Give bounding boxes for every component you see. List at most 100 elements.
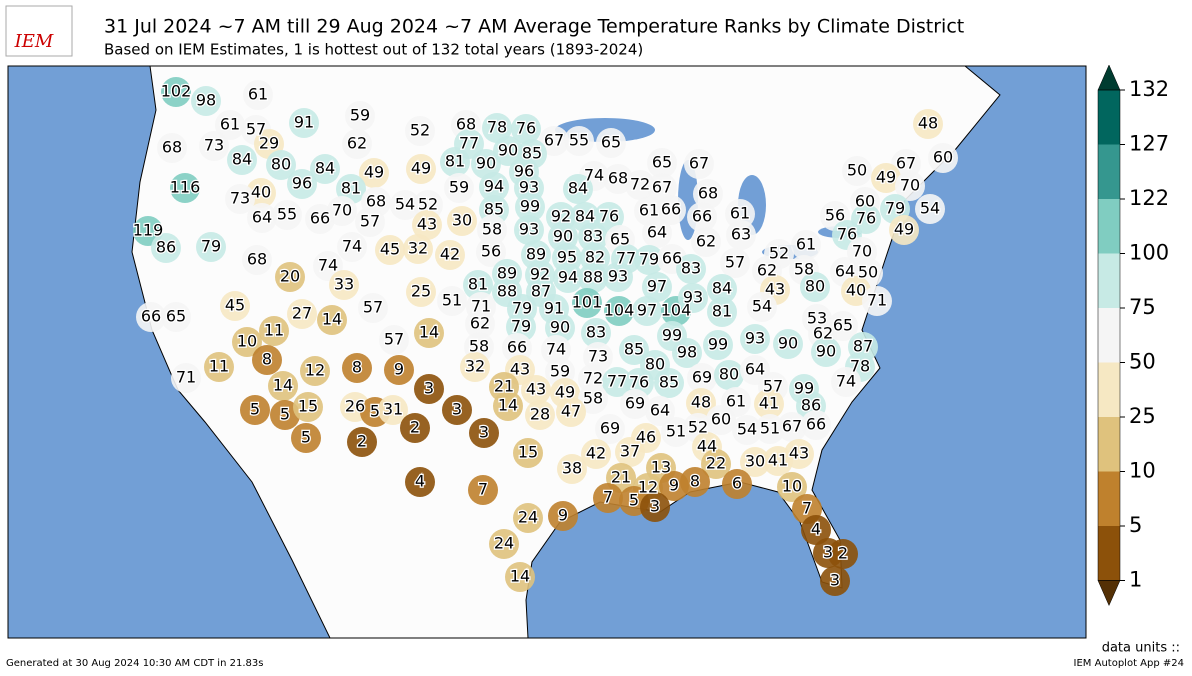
district-label: 71: [176, 368, 196, 387]
district: [479, 172, 509, 202]
district-label: 57: [384, 330, 404, 349]
colorbar-under: [1097, 580, 1121, 607]
district: [406, 154, 436, 184]
district-label: 7: [802, 499, 812, 518]
district-label: 66: [662, 249, 682, 268]
district: [686, 388, 716, 418]
district-label: 43: [526, 380, 546, 399]
district: [707, 274, 737, 304]
district-label: 61: [730, 204, 750, 223]
district-label: 68: [366, 192, 386, 211]
map-frame: [7, 65, 1087, 639]
district-label: 85: [624, 340, 644, 359]
district-label: 99: [520, 197, 540, 216]
district: [460, 352, 490, 382]
district: [539, 126, 569, 156]
district: [625, 170, 655, 200]
district: [259, 316, 289, 346]
district: [593, 483, 623, 513]
district-label: 81: [341, 179, 361, 198]
district: [342, 353, 372, 383]
district-label: 62: [813, 324, 833, 343]
district-label: 68: [698, 184, 718, 203]
district-label: 80: [805, 277, 825, 296]
district-label: 77: [616, 249, 636, 268]
logo-text: IEM: [14, 31, 54, 52]
district: [680, 467, 710, 497]
district-label: 66: [507, 338, 527, 357]
district: [317, 305, 347, 335]
district: [266, 150, 296, 180]
district-label: 81: [712, 302, 732, 321]
district: [714, 360, 744, 390]
district-label: 51: [666, 422, 686, 441]
district-label: 65: [610, 230, 630, 249]
district-label: 85: [659, 373, 679, 392]
district: [828, 311, 858, 341]
district-label: 83: [586, 323, 606, 342]
district-label: 65: [833, 316, 853, 335]
district-label: 76: [516, 119, 536, 138]
district: [289, 108, 319, 138]
district: [329, 270, 359, 300]
district-label: 62: [696, 232, 716, 251]
district: [747, 292, 777, 322]
district: [791, 230, 821, 260]
district-label: 74: [342, 237, 362, 256]
district-label: 59: [550, 362, 570, 381]
district: [691, 227, 721, 257]
district: [754, 389, 784, 419]
district-label: 12: [638, 478, 658, 497]
colorbar-over: [1097, 64, 1121, 91]
district: [287, 299, 317, 329]
district-label: 91: [294, 113, 314, 132]
district: [482, 113, 512, 143]
district: [215, 110, 245, 140]
district: [889, 215, 919, 245]
district-label: 56: [825, 206, 845, 225]
district: [581, 318, 611, 348]
district-label: 14: [498, 396, 518, 415]
district: [403, 234, 433, 264]
district-label: 61: [248, 85, 268, 104]
district: [400, 413, 430, 443]
district: [777, 472, 807, 502]
district: [270, 400, 300, 430]
district-label: 90: [476, 154, 496, 173]
district: [375, 235, 405, 265]
district-label: 28: [530, 405, 550, 424]
district: [437, 286, 467, 316]
district-label: 54: [395, 195, 415, 214]
district: [293, 392, 323, 422]
district-label: 59: [350, 106, 370, 125]
district: [595, 414, 625, 444]
district-label: 8: [262, 350, 272, 369]
district-label: 83: [583, 227, 603, 246]
district-label: 95: [557, 248, 577, 267]
district-label: 65: [652, 153, 672, 172]
district: [726, 220, 756, 250]
colorbar-tick-label: 1: [1129, 568, 1142, 592]
colorbar-bin: [1098, 308, 1120, 363]
district-label: 43: [417, 215, 437, 234]
district-label: 79: [512, 299, 532, 318]
district-label: 119: [133, 221, 164, 240]
district-label: 5: [370, 402, 380, 421]
district-label: 14: [419, 323, 439, 342]
district: [740, 324, 770, 354]
district-label: 11: [264, 321, 284, 340]
district-label: 62: [347, 134, 367, 153]
district-label: 14: [322, 310, 342, 329]
district-label: 67: [896, 154, 916, 173]
district-label: 68: [608, 169, 628, 188]
district-label: 68: [456, 115, 476, 134]
district-label: 2: [838, 544, 848, 563]
district: [358, 293, 388, 323]
district-label: 68: [247, 250, 267, 269]
colorbar-frame: [1097, 89, 1121, 581]
district: [732, 415, 762, 445]
district-label: 43: [510, 360, 530, 379]
district-label: 92: [530, 265, 550, 284]
district: [384, 355, 414, 385]
district: [191, 86, 221, 116]
